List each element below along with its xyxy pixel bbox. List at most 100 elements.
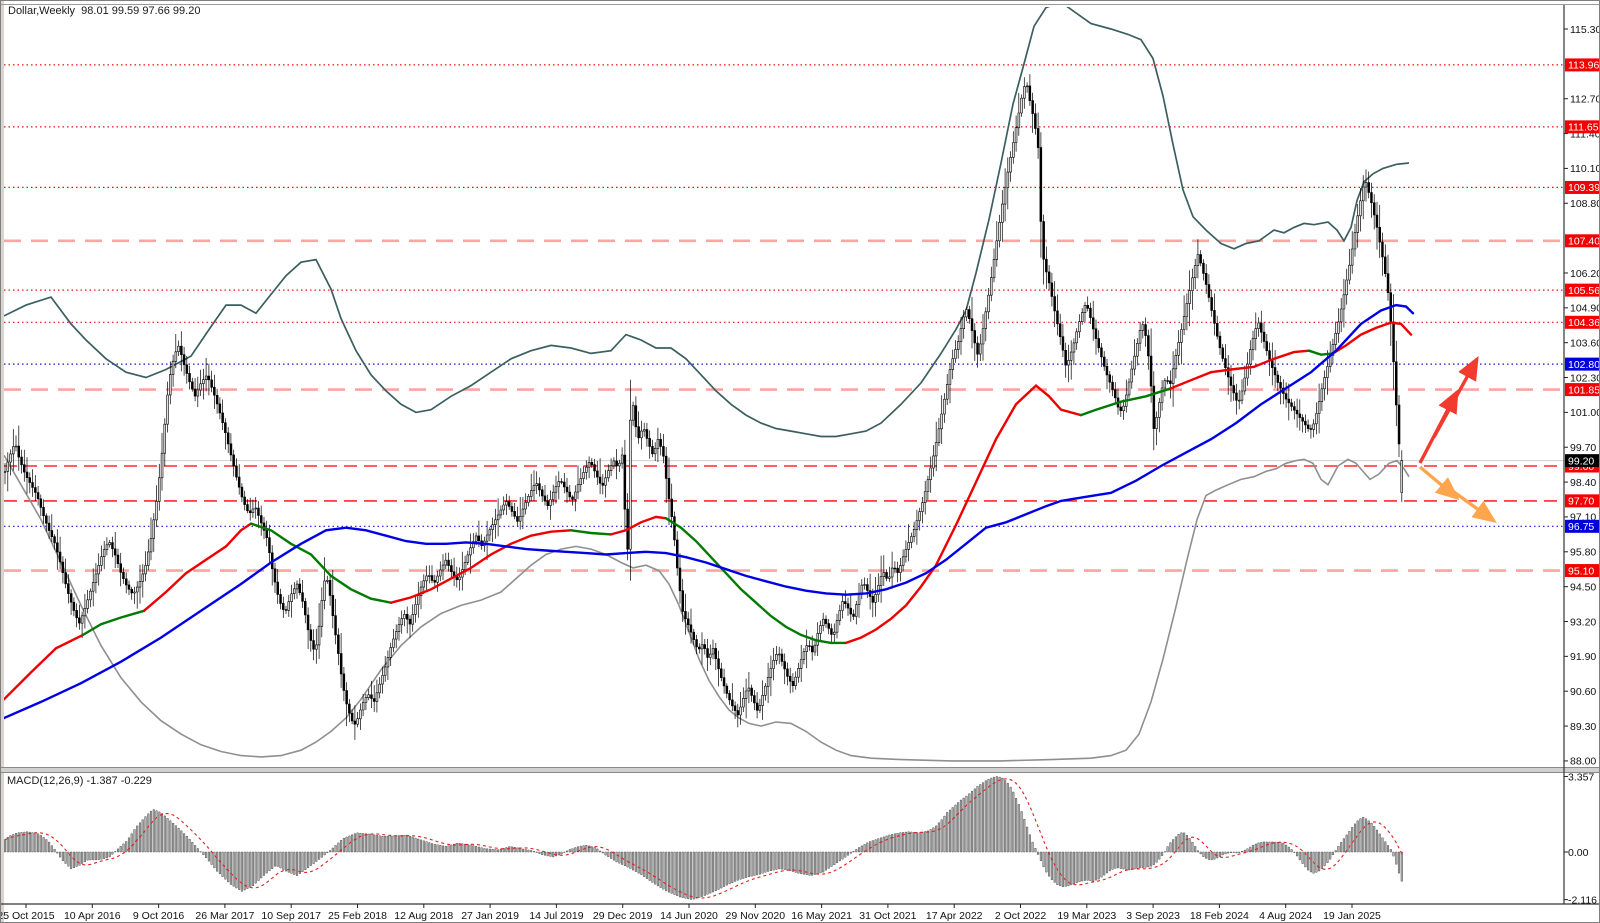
chart-title: Dollar,Weekly 98.01 99.59 97.66 99.20	[8, 5, 200, 17]
price-tick-label: 91.90	[1570, 651, 1596, 663]
macd-scale-label: -2.116	[1568, 894, 1597, 906]
ma-red-segment[interactable]	[4, 633, 85, 701]
date-tick-label: 10 Apr 2016	[64, 910, 121, 922]
ma-green-segment[interactable]	[249, 522, 393, 604]
svg-text:105.56: 105.56	[1568, 285, 1600, 297]
svg-text:102.80: 102.80	[1568, 359, 1600, 371]
price-tick-label: 102.30	[1570, 372, 1600, 384]
moving-averages	[4, 303, 1415, 720]
svg-text:109.39: 109.39	[1568, 182, 1600, 194]
svg-text:99.20: 99.20	[1568, 455, 1594, 467]
price-tick-label: 101.00	[1570, 407, 1600, 419]
macd-name-label: MACD(12,26,9)	[7, 775, 84, 787]
date-tick-label: 4 Aug 2024	[1259, 910, 1312, 922]
ma-red-segment[interactable]	[844, 384, 1083, 645]
price-tick-label: 93.20	[1570, 616, 1596, 628]
svg-text:111.65: 111.65	[1568, 122, 1599, 134]
ma-green-segment[interactable]	[81, 609, 146, 637]
date-tick-label: 25 Oct 2015	[1, 910, 55, 922]
lower-band-line[interactable]	[4, 454, 1410, 762]
date-tick-label: 29 Dec 2019	[593, 910, 653, 922]
date-tick-label: 12 Aug 2018	[394, 910, 453, 922]
level-price-badge-101.85: 101.85	[1565, 383, 1600, 396]
date-tick-label: 14 Jun 2020	[660, 910, 718, 922]
ma-red-segment[interactable]	[142, 522, 253, 612]
trend-down-arrow-icon[interactable]	[1418, 465, 1460, 501]
ohlc-label: 98.01 99.59 97.66 99.20	[81, 5, 201, 17]
current-price-badge: 99.20	[1565, 454, 1599, 467]
date-axis: 25 Oct 2015 10 Apr 2016 9 Oct 2016 26 Mar 2…	[1, 904, 1381, 922]
macd-scale-label: 0.00	[1568, 847, 1589, 859]
price-tick-label: 104.90	[1570, 303, 1600, 315]
ma-green-segment[interactable]	[664, 517, 848, 645]
svg-text:96.75: 96.75	[1568, 521, 1594, 533]
price-tick-label: 95.80	[1570, 547, 1596, 559]
trend-up-arrow-icon[interactable]	[1432, 356, 1479, 438]
level-price-badge-113.96: 113.96	[1565, 58, 1599, 72]
ma-red-segment[interactable]	[1331, 321, 1413, 355]
ma-red-segment[interactable]	[609, 515, 668, 536]
date-tick-label: 19 Mar 2023	[1057, 910, 1116, 922]
price-level-lines	[4, 64, 1564, 572]
svg-text:107.40: 107.40	[1568, 236, 1600, 248]
price-tick-label: 98.40	[1570, 477, 1596, 489]
date-tick-label: 17 Apr 2022	[926, 910, 983, 922]
price-tick-label: 112.70	[1570, 94, 1600, 106]
svg-text:104.36: 104.36	[1568, 317, 1600, 329]
date-tick-label: 10 Sep 2017	[261, 910, 321, 922]
level-price-badge-97.70: 97.70	[1565, 494, 1599, 508]
price-tick-label: 99.70	[1570, 442, 1596, 454]
level-price-badge-107.40: 107.40	[1565, 234, 1600, 248]
price-tick-label: 90.60	[1570, 686, 1596, 698]
date-tick-label: 31 Oct 2021	[859, 910, 916, 922]
date-tick-label: 3 Sep 2023	[1126, 910, 1180, 922]
price-tick-label: 106.20	[1570, 268, 1600, 280]
ma-blue-line[interactable]	[4, 303, 1415, 720]
trend-down-arrow-icon[interactable]	[1442, 482, 1497, 523]
macd-indicator-label: MACD(12,26,9) -1.387 -0.229	[7, 775, 152, 787]
level-price-badge-102.80: 102.80	[1565, 357, 1600, 371]
ma-red-segment[interactable]	[1169, 349, 1311, 390]
price-axis: 115.30112.70111.40110.10108.80106.20104.…	[1564, 24, 1600, 906]
svg-text:101.85: 101.85	[1568, 384, 1600, 396]
upper-band-line[interactable]	[4, 2, 1410, 438]
date-tick-label: 29 Nov 2020	[726, 910, 786, 922]
ma-green-segment[interactable]	[1307, 349, 1335, 356]
price-tick-label: 88.00	[1570, 756, 1596, 768]
level-price-badge-95.10: 95.10	[1565, 564, 1599, 577]
svg-text:97.70: 97.70	[1568, 496, 1594, 508]
price-tick-label: 115.30	[1570, 24, 1600, 36]
ma-green-segment[interactable]	[1079, 387, 1173, 417]
date-tick-label: 2 Oct 2022	[995, 910, 1047, 922]
price-tick-label: 110.10	[1570, 163, 1600, 175]
macd-panel[interactable]	[4, 776, 1403, 900]
svg-text:113.96: 113.96	[1568, 60, 1599, 72]
macd-values-label: -1.387 -0.229	[86, 775, 152, 787]
date-tick-label: 14 Jul 2019	[529, 910, 583, 922]
date-tick-label: 25 Feb 2018	[328, 910, 387, 922]
price-tick-label: 89.30	[1570, 721, 1596, 733]
ma-red-segment[interactable]	[389, 529, 573, 604]
symbol-timeframe-label: Dollar,Weekly	[8, 5, 76, 17]
price-tick-label: 103.60	[1570, 337, 1600, 349]
date-tick-label: 19 Jan 2025	[1323, 910, 1381, 922]
level-price-badge-104.36: 104.36	[1565, 315, 1600, 329]
window-left-edge	[1, 1, 4, 922]
date-tick-label: 16 May 2021	[791, 910, 852, 922]
ma-green-segment[interactable]	[569, 529, 613, 536]
level-price-badge-96.75: 96.75	[1565, 519, 1599, 533]
date-tick-label: 9 Oct 2016	[133, 910, 185, 922]
date-tick-label: 26 Mar 2017	[195, 910, 254, 922]
main-price-panel[interactable]	[4, 2, 1564, 762]
macd-signal-line	[4, 778, 1403, 899]
date-tick-label: 27 Jan 2019	[461, 910, 519, 922]
date-tick-label: 18 Feb 2024	[1190, 910, 1249, 922]
svg-text:95.10: 95.10	[1568, 565, 1594, 577]
panel-divider[interactable]	[1, 767, 1600, 773]
macd-histogram	[4, 776, 1403, 900]
level-price-badge-109.39: 109.39	[1565, 180, 1600, 194]
level-price-badge-111.65: 111.65	[1565, 120, 1599, 134]
price-tick-label: 94.50	[1570, 581, 1596, 593]
